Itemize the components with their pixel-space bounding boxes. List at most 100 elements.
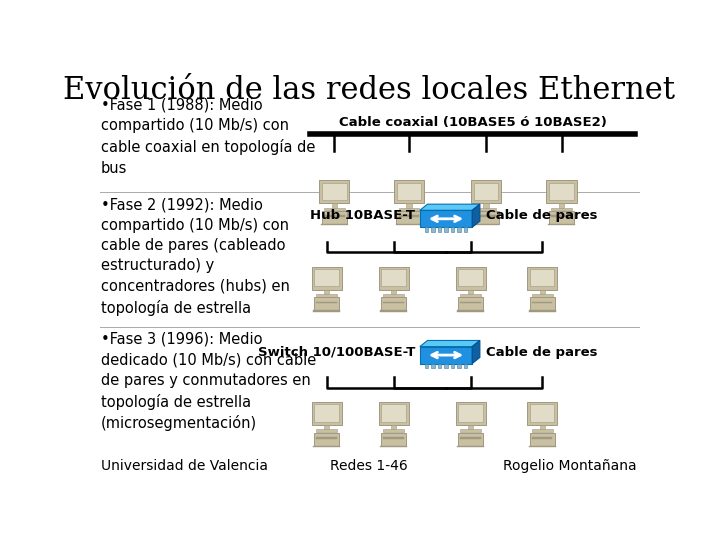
Bar [464, 227, 467, 232]
Bar [317, 302, 337, 303]
Bar [457, 363, 461, 368]
Text: Hub 10BASE-T: Hub 10BASE-T [310, 209, 415, 222]
Bar [399, 207, 420, 211]
Bar [459, 269, 483, 286]
Bar [431, 363, 435, 368]
Bar [476, 215, 496, 217]
Bar [549, 211, 575, 224]
Bar [456, 267, 486, 289]
Bar [438, 227, 441, 232]
Bar [459, 404, 483, 422]
Bar [379, 267, 409, 289]
Bar [451, 227, 454, 232]
Bar [444, 227, 448, 232]
Bar [476, 207, 496, 211]
Text: •Fase 3 (1996): Medio
dedicado (10 Mb/s) con cable
de pares y conmutadores en
to: •Fase 3 (1996): Medio dedicado (10 Mb/s)… [101, 332, 316, 431]
Bar [471, 180, 501, 204]
Bar [464, 363, 467, 368]
Bar [322, 183, 346, 200]
Bar [530, 269, 554, 286]
Text: •Fase 2 (1992): Medio
compartido (10 Mb/s) con
cable de pares (cableado
estructu: •Fase 2 (1992): Medio compartido (10 Mb/… [101, 197, 290, 316]
Bar [461, 302, 481, 303]
Bar [460, 429, 481, 432]
Bar [548, 224, 575, 225]
Bar [381, 298, 406, 310]
Bar [457, 227, 461, 232]
Polygon shape [420, 204, 480, 211]
Bar [532, 294, 553, 296]
Bar [458, 298, 483, 310]
Bar [529, 298, 555, 310]
Bar [529, 433, 555, 446]
Bar [384, 302, 404, 303]
Bar [383, 294, 404, 296]
Bar [316, 429, 337, 432]
Bar [540, 425, 545, 429]
Bar [549, 183, 574, 200]
Bar [384, 437, 404, 438]
Text: Cable de pares: Cable de pares [486, 346, 598, 359]
Bar [315, 404, 339, 422]
Bar [456, 402, 486, 425]
Bar [399, 215, 419, 217]
Bar [484, 204, 489, 207]
Bar [551, 207, 572, 211]
Bar [381, 433, 406, 446]
Bar [382, 404, 406, 422]
Bar [317, 437, 337, 438]
Bar [529, 310, 556, 312]
Bar [457, 446, 484, 447]
Bar [312, 267, 342, 289]
Bar [552, 215, 572, 217]
Bar [397, 183, 421, 200]
Bar [324, 207, 345, 211]
Bar [313, 446, 340, 447]
Text: Cable de pares: Cable de pares [486, 209, 598, 222]
Bar [425, 363, 428, 368]
Text: Switch 10/100BASE-T: Switch 10/100BASE-T [258, 346, 415, 359]
Polygon shape [420, 347, 472, 363]
Polygon shape [420, 340, 480, 347]
Bar [546, 180, 577, 204]
Bar [391, 289, 396, 294]
Bar [473, 224, 500, 225]
Bar [457, 310, 484, 312]
Bar [540, 289, 545, 294]
Bar [559, 204, 564, 207]
Bar [314, 298, 339, 310]
Bar [532, 302, 552, 303]
Text: Rogelio Montañana: Rogelio Montañana [503, 459, 637, 473]
Bar [320, 180, 349, 204]
Polygon shape [472, 340, 480, 363]
Bar [530, 404, 554, 422]
Bar [379, 402, 409, 425]
Polygon shape [420, 211, 472, 227]
Bar [391, 425, 396, 429]
Bar [532, 437, 552, 438]
Bar [313, 310, 340, 312]
Bar [380, 310, 407, 312]
Bar [444, 363, 448, 368]
Bar [461, 437, 481, 438]
Bar [473, 211, 499, 224]
Bar [383, 429, 404, 432]
Text: •Fase 1 (1988): Medio
compartido (10 Mb/s) con
cable coaxial en topología de
bus: •Fase 1 (1988): Medio compartido (10 Mb/… [101, 98, 315, 176]
Bar [380, 446, 407, 447]
Bar [324, 289, 329, 294]
Bar [468, 425, 473, 429]
Bar [316, 294, 337, 296]
Bar [431, 227, 435, 232]
Text: Cable coaxial (10BASE5 ó 10BASE2): Cable coaxial (10BASE5 ó 10BASE2) [338, 117, 606, 130]
Bar [332, 204, 337, 207]
Text: Redes 1-46: Redes 1-46 [330, 459, 408, 473]
Bar [532, 429, 553, 432]
Bar [396, 211, 422, 224]
Bar [527, 402, 557, 425]
Bar [529, 446, 556, 447]
Bar [458, 433, 483, 446]
Bar [382, 269, 406, 286]
Bar [468, 289, 473, 294]
Bar [324, 425, 329, 429]
Bar [314, 433, 339, 446]
Bar [438, 363, 441, 368]
